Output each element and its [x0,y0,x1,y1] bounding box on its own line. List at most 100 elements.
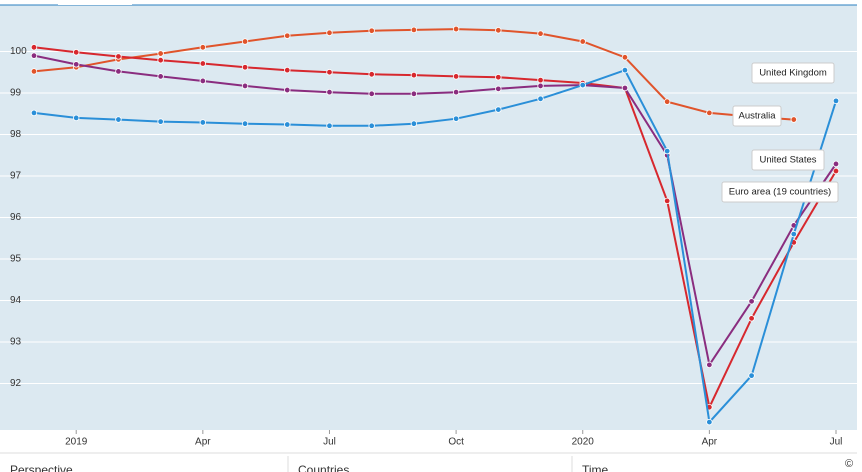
x-tick-label: Oct [448,437,464,448]
data-point [621,54,629,61]
x-tick-label: Jul [323,437,336,448]
data-point [537,30,544,37]
data-point [73,114,80,122]
data-point [241,120,249,127]
series-line [33,68,837,425]
data-point [495,74,502,81]
data-point [579,81,586,89]
data-point [832,167,840,175]
data-point [410,71,418,79]
copyright: © [845,458,853,470]
y-tick-label: 100 [10,46,27,57]
y-tick-label: 92 [10,378,22,389]
data-point [410,120,418,127]
data-point [115,116,122,123]
data-point [410,90,418,98]
data-point [326,69,333,76]
data-point [115,53,122,60]
data-point [368,122,375,129]
legend-label: United States [759,155,816,166]
data-point [663,98,671,105]
data-point [832,160,840,168]
data-point [157,118,164,125]
data-point [326,122,333,129]
y-tick-label: 96 [10,212,22,223]
data-point [706,418,713,426]
label-box [732,105,782,127]
data-point [748,315,755,322]
x-tick-label: Apr [195,437,211,448]
data-point [30,52,38,59]
data-point [157,57,164,64]
data-point [537,95,544,102]
data-point [199,44,207,51]
data-point [748,298,755,305]
legend-label: United Kingdom [759,68,827,79]
y-tick-label: 93 [10,337,22,348]
data-point [621,84,629,92]
y-tick-label: 98 [10,129,22,140]
data-point [199,119,207,126]
tab [58,0,132,5]
y-tick-label: 97 [10,171,22,182]
series-label: Australia [732,105,782,127]
data-point [199,60,207,67]
data-point [790,230,797,238]
series-label: United States [751,149,825,171]
data-point [73,61,80,68]
data-point [73,49,80,56]
data-point [368,90,375,98]
data-point [241,64,249,71]
data-point [452,88,460,96]
data-point [30,44,38,51]
label-box [751,62,835,84]
y-tick-label: 95 [10,254,22,265]
data-point [537,76,544,84]
data-point [495,27,502,34]
data-point [30,109,38,117]
data-point [537,82,544,90]
data-point [199,77,207,85]
data-point [30,68,38,75]
data-point [284,121,291,128]
data-point [495,106,502,113]
footer-tab[interactable]: Countries [298,463,349,472]
y-tick-label: 99 [10,88,22,99]
x-tick-label: 2020 [572,437,595,448]
x-tick-label: 2019 [65,437,88,448]
y-tick-label: 94 [10,295,22,306]
series-label: Euro area (19 countries) [721,181,839,203]
data-point [706,109,713,117]
footer-tab[interactable]: Perspective [10,463,73,472]
data-point [157,73,164,80]
data-point [368,27,375,34]
data-point [663,147,671,155]
x-tick-label: Apr [702,437,718,448]
label-box [721,181,839,203]
data-point [748,372,755,379]
data-point [579,38,586,45]
data-point [115,68,122,75]
data-point [663,197,671,205]
label-box [751,149,825,171]
data-point [410,26,418,34]
data-point [241,82,249,90]
data-point [452,25,460,33]
legend-label: Australia [739,111,777,122]
data-point [284,32,291,39]
data-point [495,85,502,93]
data-point [326,88,333,96]
data-point [284,66,291,74]
x-tick-label: Jul [830,437,843,448]
data-point [284,86,291,94]
data-point [706,361,713,369]
data-point [368,71,375,78]
data-point [241,38,249,45]
data-point [621,66,629,74]
footer-tab[interactable]: Time [582,463,609,472]
data-point [452,73,460,80]
data-point [452,115,460,122]
legend-label: Euro area (19 countries) [729,187,831,198]
data-point [832,97,840,105]
